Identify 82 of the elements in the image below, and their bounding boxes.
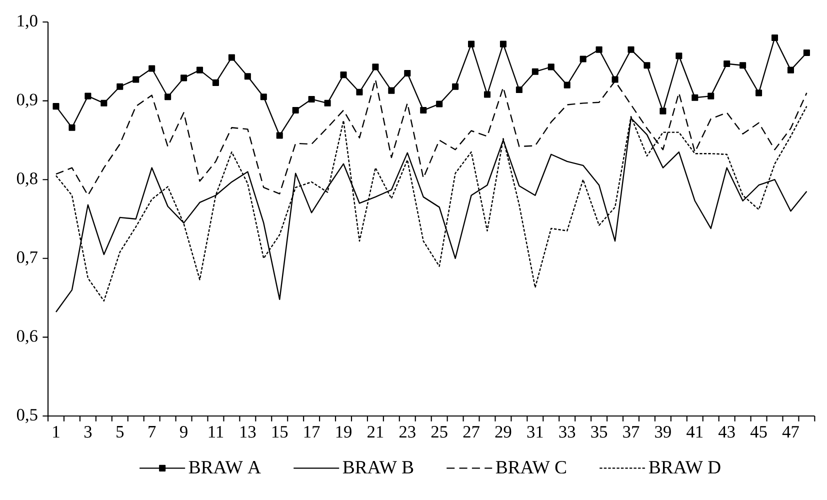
x-tick-label: 15: [272, 426, 288, 438]
x-tick-label: 11: [208, 426, 224, 438]
x-tick-label: 17: [304, 426, 320, 438]
point: [644, 62, 650, 69]
point: [276, 132, 283, 139]
point: [148, 65, 156, 72]
point: [532, 68, 538, 75]
point: [548, 64, 554, 70]
legend-label: BRAW A: [188, 461, 261, 474]
point: [180, 74, 188, 82]
x-tick-label: 37: [623, 426, 640, 438]
y-tick-label: 0,7: [16, 251, 38, 266]
point: [84, 92, 92, 100]
legend-label: BRAW B: [342, 461, 414, 474]
point: [724, 60, 730, 68]
y-tick-label: 1,0: [18, 14, 38, 30]
point: [388, 87, 395, 94]
point: [420, 106, 427, 114]
x-tick-label: 29: [495, 426, 512, 438]
x-tick-label: 19: [336, 426, 352, 438]
x-tick-label: 31: [527, 426, 543, 438]
x-tick-label: 7: [148, 426, 156, 438]
point: [164, 94, 172, 100]
x-tick-label: 47: [782, 426, 799, 438]
point: [660, 108, 666, 114]
y-tick-label: 0,6: [16, 330, 38, 344]
point: [404, 70, 411, 76]
x-tick-label: 25: [431, 426, 448, 438]
point: [771, 34, 778, 42]
x-tick-label: 35: [591, 426, 608, 438]
point: [484, 91, 491, 98]
point: [628, 46, 634, 53]
point: [308, 96, 315, 102]
x-tick-label: 45: [750, 426, 767, 438]
point: [787, 66, 794, 74]
point: [132, 76, 140, 83]
x-tick-label: 9: [180, 426, 188, 438]
point: [596, 46, 602, 53]
point: [324, 100, 331, 106]
point: [708, 92, 714, 100]
point: [756, 90, 762, 96]
point: [68, 124, 76, 131]
point: [803, 49, 810, 56]
x-tick-label: 27: [463, 426, 480, 438]
point: [564, 82, 570, 88]
legend-label: BRAW C: [496, 461, 566, 474]
point: [692, 94, 698, 101]
point: [500, 40, 506, 48]
point: [228, 54, 235, 61]
point: [580, 56, 586, 62]
x-tick-label: 43: [718, 426, 735, 438]
point: [116, 83, 124, 90]
point: [244, 73, 251, 80]
point: [468, 40, 475, 48]
point: [436, 100, 443, 108]
point: [356, 88, 363, 96]
point: [52, 103, 60, 110]
point: [612, 76, 618, 83]
point: [372, 64, 379, 70]
x-tick-label: 1: [53, 426, 60, 438]
x-tick-label: 33: [559, 426, 576, 438]
point: [260, 94, 267, 100]
y-tick-label: 0,9: [16, 94, 38, 108]
point: [452, 83, 459, 90]
legend-label: BRAW D: [648, 461, 720, 474]
point: [212, 79, 219, 86]
point: [196, 66, 204, 74]
point: [740, 62, 746, 69]
x-tick-label: 5: [116, 426, 124, 438]
y-tick-label: 0,8: [16, 172, 38, 187]
x-tick-label: 41: [686, 426, 703, 438]
point: [292, 106, 299, 114]
point: [516, 86, 522, 94]
point: [100, 100, 108, 106]
point: [676, 52, 682, 60]
point: [340, 72, 347, 78]
y-tick-label: 0,5: [16, 408, 38, 424]
x-tick-label: 23: [399, 426, 416, 438]
x-tick-label: 39: [655, 426, 671, 438]
x-tick-label: 13: [240, 426, 256, 438]
x-tick-label: 21: [368, 426, 384, 438]
x-tick-label: 3: [84, 426, 92, 438]
